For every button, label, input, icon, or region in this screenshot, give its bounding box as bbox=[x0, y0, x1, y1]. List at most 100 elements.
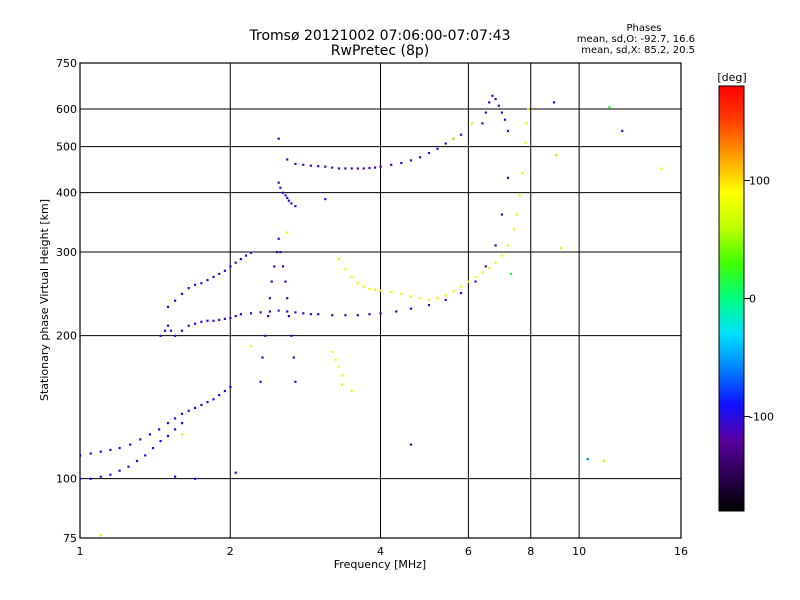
data-point bbox=[444, 142, 447, 145]
data-point bbox=[362, 167, 365, 170]
data-point bbox=[368, 166, 371, 170]
data-point bbox=[229, 385, 232, 389]
data-point bbox=[151, 447, 155, 450]
y-tick-label: 100 bbox=[56, 473, 77, 486]
data-point bbox=[368, 313, 371, 316]
data-point bbox=[390, 163, 393, 166]
data-point bbox=[148, 433, 151, 436]
data-point bbox=[506, 129, 510, 132]
data-point bbox=[218, 394, 221, 397]
data-point bbox=[309, 164, 312, 167]
data-point bbox=[331, 166, 334, 169]
x-axis-label: Frequency [MHz] bbox=[334, 558, 426, 571]
data-point bbox=[621, 129, 624, 132]
data-point bbox=[317, 313, 320, 316]
y-axis-ticks: 75 100 200 300 400 500 600 750 bbox=[56, 57, 77, 545]
data-point bbox=[229, 316, 232, 320]
data-point bbox=[341, 383, 344, 386]
data-point bbox=[223, 317, 226, 320]
data-point bbox=[409, 307, 412, 310]
data-point bbox=[481, 271, 484, 274]
y-tick-label: 750 bbox=[56, 57, 77, 70]
data-point bbox=[290, 334, 293, 337]
data-point bbox=[350, 389, 353, 393]
data-point bbox=[525, 122, 528, 125]
data-point bbox=[223, 389, 226, 393]
y-tick-label: 200 bbox=[56, 330, 77, 343]
data-point bbox=[164, 329, 167, 332]
data-point bbox=[337, 365, 340, 368]
data-point bbox=[180, 329, 184, 332]
data-point bbox=[324, 165, 327, 168]
data-point bbox=[337, 258, 340, 261]
data-point bbox=[286, 231, 289, 234]
data-point bbox=[527, 108, 530, 111]
data-point bbox=[144, 454, 147, 457]
chart-title: Tromsø 20121002 07:06:00-07:07:43 bbox=[249, 28, 511, 44]
data-point bbox=[200, 320, 203, 323]
data-point bbox=[239, 258, 242, 261]
colorbar-tick-label: 100 bbox=[749, 174, 770, 187]
scatter-points bbox=[80, 94, 663, 537]
data-point bbox=[109, 448, 112, 451]
data-point bbox=[180, 433, 184, 436]
data-point bbox=[409, 159, 412, 162]
data-point bbox=[290, 202, 293, 205]
data-point bbox=[212, 398, 215, 401]
data-point bbox=[309, 313, 312, 316]
data-point bbox=[292, 356, 295, 359]
data-point bbox=[174, 475, 177, 478]
data-point bbox=[187, 409, 190, 412]
data-point bbox=[427, 304, 431, 307]
plot-frame bbox=[79, 62, 682, 539]
data-point bbox=[500, 213, 503, 216]
data-point bbox=[286, 310, 289, 313]
colorbar-scale bbox=[718, 85, 745, 512]
data-point bbox=[409, 443, 412, 446]
data-point bbox=[341, 374, 344, 377]
data-point bbox=[200, 282, 203, 285]
data-point bbox=[324, 198, 327, 201]
data-point bbox=[494, 98, 497, 101]
data-point bbox=[331, 314, 334, 317]
data-point bbox=[302, 163, 305, 166]
data-point bbox=[180, 292, 184, 295]
data-point bbox=[139, 438, 142, 441]
data-point bbox=[234, 261, 237, 264]
data-point bbox=[99, 450, 102, 453]
data-point bbox=[491, 94, 494, 97]
data-point bbox=[481, 122, 484, 125]
data-point bbox=[166, 434, 170, 438]
data-point bbox=[374, 166, 377, 169]
data-point bbox=[344, 268, 347, 271]
data-point bbox=[427, 151, 431, 155]
data-point bbox=[452, 137, 455, 140]
data-point bbox=[287, 315, 290, 318]
data-point bbox=[129, 443, 132, 446]
phase-stats-x: mean, sd,X: 85.2, 20.5 bbox=[581, 45, 695, 56]
data-point bbox=[239, 313, 242, 316]
data-point bbox=[284, 280, 287, 283]
phase-stats-heading: Phases bbox=[626, 23, 661, 34]
data-point bbox=[218, 318, 221, 321]
data-point bbox=[270, 280, 273, 283]
data-point bbox=[166, 422, 170, 425]
data-point bbox=[174, 334, 177, 337]
data-point bbox=[135, 459, 139, 463]
x-tick-label: 10 bbox=[572, 545, 586, 558]
data-point bbox=[555, 154, 558, 157]
colorbar-ticks: 100 0 -100 bbox=[744, 174, 774, 424]
x-tick-label: 4 bbox=[377, 545, 384, 558]
data-point bbox=[608, 106, 611, 109]
data-point bbox=[334, 358, 337, 361]
data-point bbox=[497, 104, 500, 107]
data-point bbox=[552, 101, 556, 104]
data-point bbox=[488, 266, 491, 269]
data-point bbox=[294, 162, 297, 165]
colorbar-tick-label: -100 bbox=[749, 411, 774, 424]
y-tick-label: 600 bbox=[56, 103, 77, 116]
data-point bbox=[660, 167, 663, 170]
data-point bbox=[419, 156, 422, 159]
data-point bbox=[521, 172, 524, 175]
